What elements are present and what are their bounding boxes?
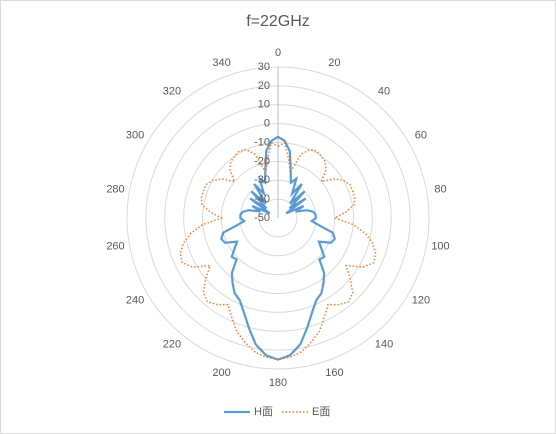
angle-label: 240 bbox=[126, 294, 144, 306]
angle-label: 140 bbox=[375, 338, 393, 350]
r-tick-label: -40 bbox=[254, 193, 270, 205]
r-tick-label: 20 bbox=[258, 80, 270, 92]
angle-label: 180 bbox=[269, 377, 287, 389]
angle-label: 260 bbox=[106, 241, 124, 253]
angle-label: 40 bbox=[378, 86, 390, 98]
angle-label: 0 bbox=[275, 47, 281, 59]
angle-label: 220 bbox=[163, 338, 181, 350]
r-tick-label: -10 bbox=[254, 136, 270, 148]
angle-label: 120 bbox=[412, 294, 430, 306]
r-tick-label: -50 bbox=[254, 212, 270, 224]
angle-label: 320 bbox=[163, 86, 181, 98]
r-tick-label: 0 bbox=[264, 118, 270, 130]
legend-label: H面 bbox=[254, 406, 273, 418]
r-tick-label: 10 bbox=[258, 99, 270, 111]
angle-label: 60 bbox=[415, 129, 427, 141]
angle-label: 340 bbox=[212, 57, 230, 69]
legend-label: E面 bbox=[312, 406, 330, 418]
angle-label: 80 bbox=[434, 183, 446, 195]
angle-label: 300 bbox=[126, 129, 144, 141]
chart-title: f=22GHz bbox=[246, 13, 310, 30]
r-tick-label: -30 bbox=[254, 174, 270, 186]
series-line bbox=[179, 141, 377, 361]
angle-label: 100 bbox=[431, 241, 449, 253]
angle-label: 160 bbox=[325, 367, 343, 379]
angle-label: 280 bbox=[106, 183, 124, 195]
r-tick-label: 30 bbox=[258, 61, 270, 73]
angle-label: 20 bbox=[328, 57, 340, 69]
angle-label: 200 bbox=[212, 367, 230, 379]
r-tick-label: -20 bbox=[254, 155, 270, 167]
